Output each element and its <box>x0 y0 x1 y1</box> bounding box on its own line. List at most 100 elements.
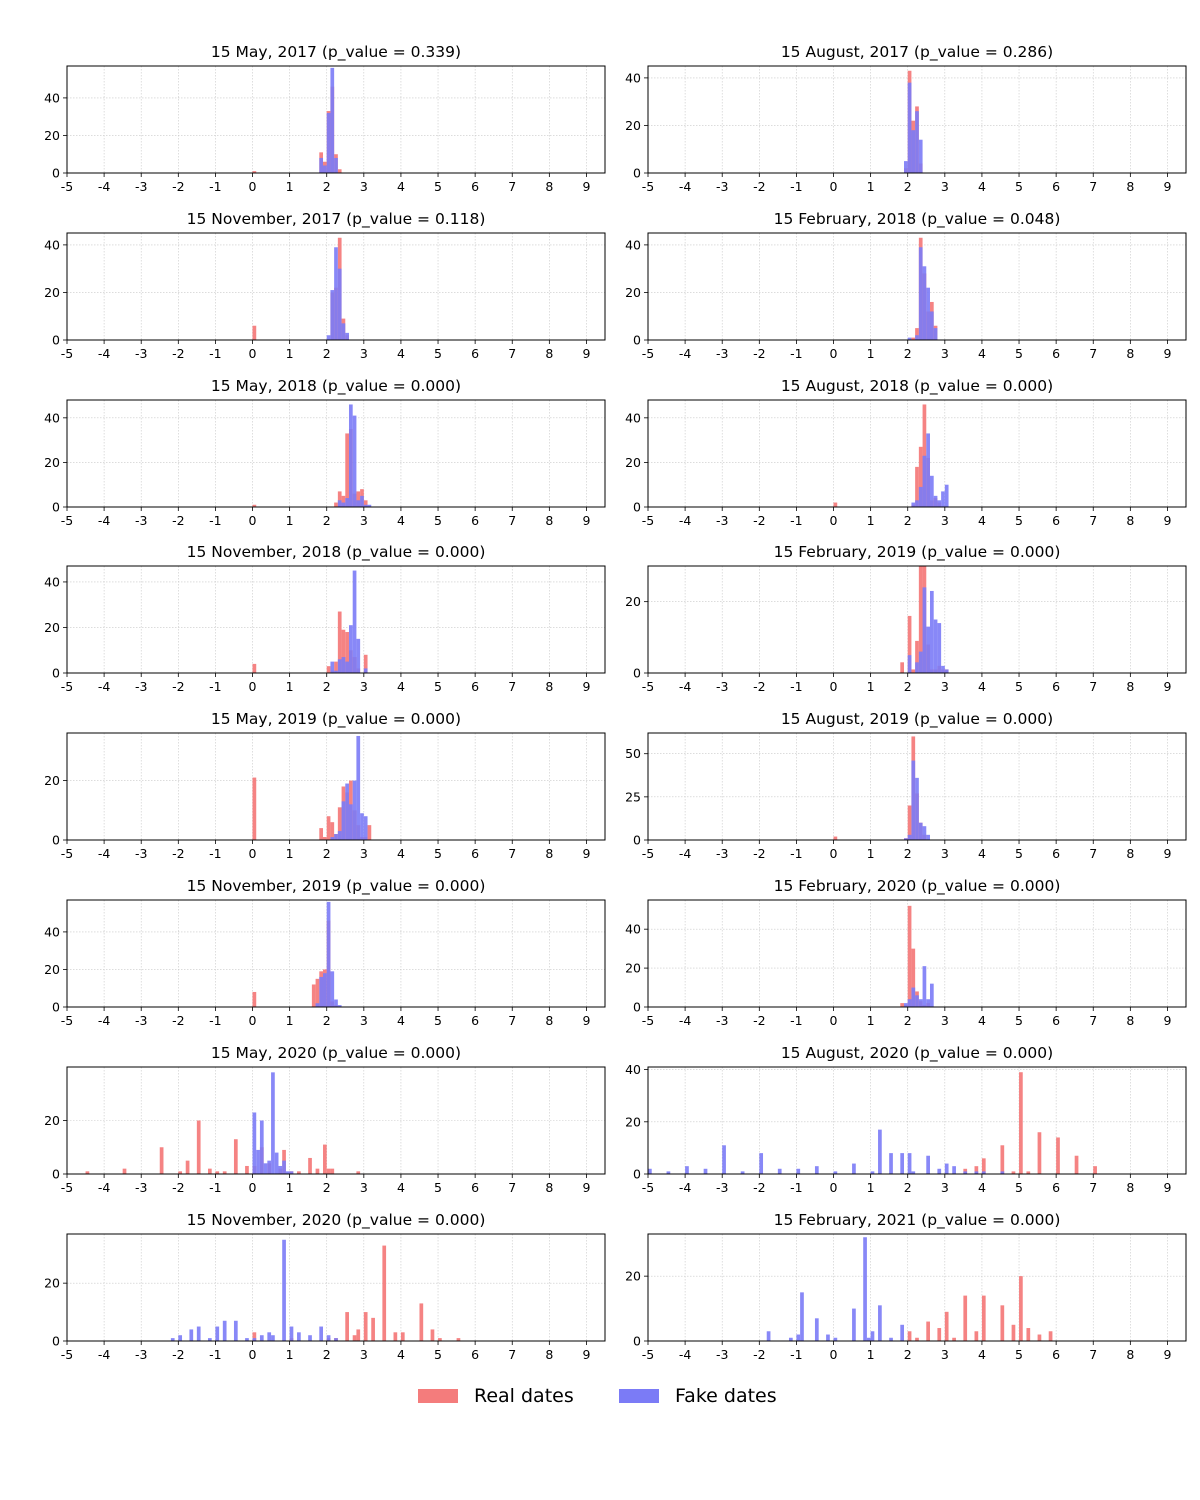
bar-real <box>907 805 912 840</box>
legend-label-fake: Fake dates <box>675 1385 777 1407</box>
x-tick-label: 8 <box>1126 1347 1134 1362</box>
bar-fake <box>922 266 927 340</box>
subplot-4: 15 February, 2018 (p_value = 0.048) -5 -4 -… <box>625 210 1187 361</box>
x-tick-label: 7 <box>508 179 516 194</box>
x-tick-label: -1 <box>790 346 802 361</box>
x-tick-label: 6 <box>471 346 479 361</box>
subplot-1: 15 May, 2017 (p_value = 0.339) -5 -4 -3 -2 -1… <box>44 43 606 194</box>
bar-fake <box>274 1152 279 1174</box>
x-tick-label: 4 <box>397 1013 405 1028</box>
x-tick-label: -2 <box>753 1180 765 1195</box>
x-tick-label: 5 <box>1015 846 1023 861</box>
subplot-5: 15 May, 2018 (p_value = 0.000) -5 -4 -3 -2 -1… <box>44 377 606 528</box>
bar-fake <box>918 999 923 1007</box>
bar-fake <box>911 1171 916 1174</box>
x-tick-label: 5 <box>1015 346 1023 361</box>
x-tick-label: 2 <box>904 679 912 694</box>
subplot-title: 15 August, 2017 (p_value = 0.286) <box>781 43 1053 62</box>
x-tick-label: 1 <box>286 1347 294 1362</box>
bar-fake <box>330 67 335 173</box>
y-tick-label: 0 <box>52 1167 60 1182</box>
x-tick-label: -5 <box>642 1013 654 1028</box>
x-tick-label: -2 <box>172 179 184 194</box>
x-tick-label: 1 <box>286 513 294 528</box>
x-tick-label: 8 <box>545 1013 553 1028</box>
x-tick-label: 5 <box>1015 513 1023 528</box>
bar-fake <box>326 335 331 340</box>
bar-real <box>252 504 257 507</box>
bar-fake <box>907 1153 912 1174</box>
x-tick-label: -5 <box>642 1347 654 1362</box>
bar-fake <box>196 1326 201 1341</box>
x-tick-label: 5 <box>1015 1013 1023 1028</box>
bar-fake <box>878 1305 882 1341</box>
x-tick-label: 8 <box>545 346 553 361</box>
y-tick-label: 0 <box>633 166 641 181</box>
y-tick-label: 0 <box>633 1000 641 1015</box>
x-tick-label: -2 <box>753 846 765 861</box>
bar-fake <box>929 475 934 507</box>
x-tick-label: 3 <box>941 679 949 694</box>
y-tick-label: 40 <box>625 1062 641 1077</box>
bar-fake <box>323 973 327 1007</box>
x-tick-label: 0 <box>249 513 257 528</box>
y-tick-label: 0 <box>52 1000 60 1015</box>
bar-fake <box>259 1120 264 1174</box>
bar-fake <box>922 826 927 840</box>
bar-fake <box>907 999 912 1007</box>
x-tick-label: 9 <box>582 346 590 361</box>
bar-fake <box>889 1337 893 1341</box>
x-tick-label: 7 <box>1089 513 1097 528</box>
bar-fake <box>178 1335 183 1341</box>
x-tick-label: -1 <box>209 1347 221 1362</box>
x-tick-label: -1 <box>209 1013 221 1028</box>
bar-fake <box>703 1168 708 1174</box>
bar-fake <box>334 999 338 1007</box>
y-tick-label: 0 <box>633 1167 641 1182</box>
x-tick-label: 4 <box>978 346 986 361</box>
bar-fake <box>944 1163 949 1174</box>
x-tick-label: 9 <box>582 679 590 694</box>
subplot-3: 15 November, 2017 (p_value = 0.118) -5 -4 -… <box>44 210 606 361</box>
bar-real <box>1093 1166 1097 1174</box>
bar-real <box>981 1295 986 1341</box>
bar-fake <box>870 1171 875 1174</box>
bar-real <box>1037 1132 1042 1174</box>
x-tick-label: 7 <box>1089 679 1097 694</box>
bar-fake <box>337 831 342 840</box>
x-tick-label: 9 <box>1163 179 1171 194</box>
bar-fake <box>356 500 361 507</box>
bar-fake <box>929 311 934 340</box>
x-tick-label: -3 <box>716 179 728 194</box>
x-tick-label: -5 <box>642 1180 654 1195</box>
bar-real <box>926 1321 930 1341</box>
x-tick-label: 5 <box>1015 1347 1023 1362</box>
bar-fake <box>937 623 942 673</box>
x-tick-label: 2 <box>904 513 912 528</box>
x-tick-label: 9 <box>582 846 590 861</box>
bar-fake <box>297 1332 301 1341</box>
x-tick-label: 1 <box>867 1347 875 1362</box>
bar-fake <box>215 1326 220 1341</box>
x-tick-label: 6 <box>1052 1180 1060 1195</box>
x-tick-label: 3 <box>360 1347 368 1362</box>
y-tick-label: 40 <box>44 574 60 589</box>
x-tick-label: 6 <box>471 513 479 528</box>
bar-real <box>252 1332 257 1341</box>
bar-real <box>334 661 338 673</box>
bar-fake <box>345 783 349 840</box>
bar-fake <box>878 1129 882 1174</box>
x-tick-label: -5 <box>642 346 654 361</box>
x-tick-label: 2 <box>323 346 331 361</box>
x-tick-label: -4 <box>98 513 111 528</box>
x-tick-label: 7 <box>1089 1180 1097 1195</box>
x-tick-label: 3 <box>941 179 949 194</box>
bar-real <box>911 337 916 340</box>
bar-fake <box>341 502 346 507</box>
x-tick-label: -1 <box>790 1347 802 1362</box>
bar-fake <box>833 1171 838 1174</box>
bar-fake <box>918 486 923 507</box>
bar-fake <box>933 495 938 507</box>
x-tick-label: 9 <box>1163 679 1171 694</box>
legend-item-fake: Fake dates <box>619 1380 777 1412</box>
